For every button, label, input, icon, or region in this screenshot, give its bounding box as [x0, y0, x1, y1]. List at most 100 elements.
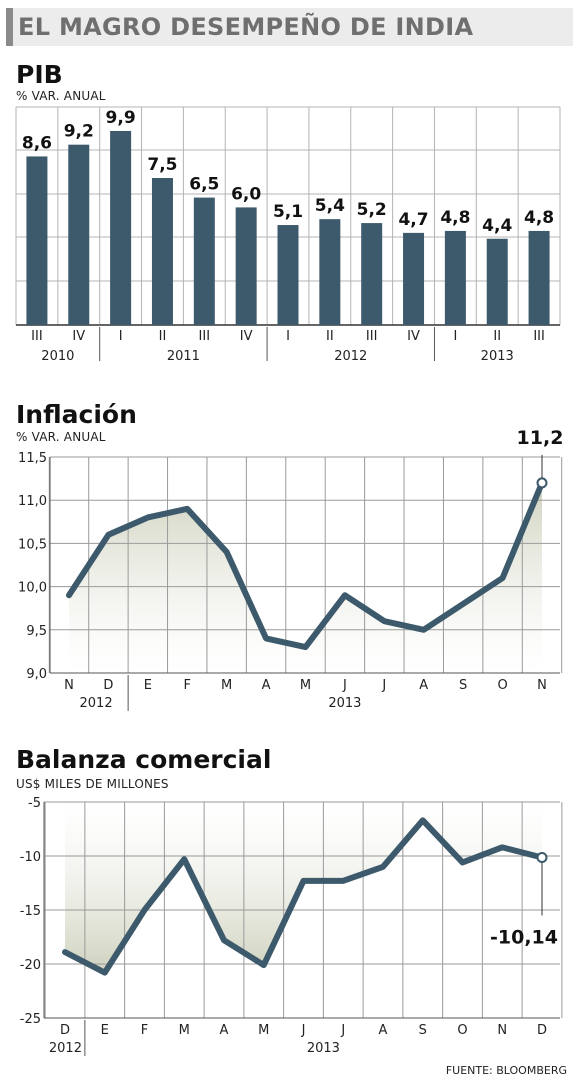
pib-quarter-label: III [31, 329, 43, 344]
trade-balance-month-label: J [340, 1023, 345, 1038]
inflation-y-tick: 9,5 [26, 624, 47, 639]
page-title: EL MAGRO DESEMPEÑO DE INDIA [18, 13, 474, 41]
pib-year-label: 2013 [481, 349, 514, 364]
inflation-y-tick: 11,0 [18, 494, 47, 509]
trade-balance-title: Balanza comercial [16, 745, 272, 774]
pib-quarter-label: I [286, 329, 290, 344]
trade-balance-line [62, 817, 545, 976]
inflation-month-label: D [103, 678, 113, 693]
pib-bar [151, 178, 173, 325]
trade-balance-y-tick: -5 [28, 796, 41, 811]
inflation-y-tick: 11,5 [18, 451, 47, 466]
inflation-month-label: O [497, 678, 507, 693]
inflation-year-label: 2013 [328, 696, 361, 711]
trade-balance-month-label: J [301, 1023, 306, 1038]
trade-balance-month-label: A [379, 1023, 388, 1038]
pib-year-label: 2010 [41, 349, 74, 364]
pib-value-label: 4,8 [440, 208, 470, 228]
inflation-y-tick: 10,0 [18, 581, 47, 596]
inflation-month-label: F [184, 678, 191, 693]
pib-bar [235, 207, 257, 325]
inflation-area [69, 482, 542, 673]
trade-balance-month-label: M [179, 1023, 190, 1038]
pib-quarter-label: II [493, 329, 501, 344]
inflation-month-label: S [459, 678, 467, 693]
pib-value-label: 7,5 [147, 155, 177, 175]
pib-value-label: 6,5 [189, 175, 219, 195]
pib-bar [193, 197, 215, 325]
pib-quarter-label: I [119, 329, 123, 344]
pib-bar [68, 144, 90, 325]
pib-value-label: 5,4 [315, 196, 345, 216]
trade-balance-month-label: E [101, 1023, 109, 1038]
pib-year-label: 2012 [334, 349, 367, 364]
pib-bar [319, 219, 341, 325]
header-bar [6, 8, 573, 46]
pib-quarter-label: IV [72, 329, 85, 344]
inflation-month-label: N [64, 678, 74, 693]
pib-value-label: 4,4 [482, 216, 512, 236]
pib-title: PIB [16, 60, 63, 89]
trade-balance-last-value: -10,14 [490, 927, 558, 949]
inflation-month-label: J [381, 678, 386, 693]
trade-balance-month-label: N [497, 1023, 507, 1038]
inflation-month-label: E [144, 678, 152, 693]
trade-balance-month-label: D [537, 1023, 547, 1038]
pib-bar [361, 223, 383, 325]
pib-value-label: 4,7 [398, 210, 428, 230]
pib-quarter-label: III [533, 329, 545, 344]
pib-bar [403, 232, 425, 325]
pib-bar [444, 230, 466, 325]
pib-bar [277, 225, 299, 325]
inflation-y-tick: 10,5 [18, 537, 47, 552]
inflation-month-label: J [342, 678, 347, 693]
trade-balance-month-label: A [220, 1023, 229, 1038]
pib-value-label: 6,0 [231, 184, 261, 204]
trade-balance-month-label: S [419, 1023, 427, 1038]
trade-balance-month-label: F [141, 1023, 148, 1038]
pib-value-label: 8,6 [22, 133, 52, 153]
source-note: FUENTE: BLOOMBERG [445, 1064, 567, 1077]
inflation-month-label: A [262, 678, 271, 693]
pib-bar [486, 238, 508, 325]
pib-bar [26, 156, 48, 325]
inflation-last-value: 11,2 [517, 427, 564, 449]
pib-year-label: 2011 [167, 349, 200, 364]
pib-value-label: 4,8 [524, 208, 554, 228]
inflation-end-marker [536, 477, 548, 489]
pib-value-label: 5,2 [357, 200, 387, 220]
inflation-month-label: M [300, 678, 311, 693]
pib-quarter-label: II [159, 329, 167, 344]
trade-balance-y-tick: -20 [20, 958, 41, 973]
pib-quarter-label: II [326, 329, 334, 344]
pib-quarter-label: I [453, 329, 457, 344]
header-accent [6, 8, 13, 46]
pib-unit: % VAR. ANUAL [16, 89, 106, 103]
inflation-unit: % VAR. ANUAL [16, 430, 106, 444]
pib-quarter-label: III [199, 329, 211, 344]
inflation-year-label: 2012 [80, 696, 113, 711]
inflation-month-label: M [221, 678, 232, 693]
pib-quarter-label: III [366, 329, 378, 344]
inflation-month-label: A [419, 678, 428, 693]
trade-balance-y-tick: -10 [20, 850, 41, 865]
pib-bar [528, 230, 550, 325]
trade-balance-month-label: O [457, 1023, 467, 1038]
trade-balance-area [65, 802, 542, 973]
trade-balance-year-label: 2013 [307, 1041, 340, 1056]
inflation-month-label: N [537, 678, 547, 693]
pib-value-label: 9,9 [106, 108, 136, 128]
trade-balance-month-label: M [258, 1023, 269, 1038]
inflation-title: Inflación [16, 400, 137, 429]
pib-quarter-label: IV [407, 329, 420, 344]
pib-bar [110, 130, 132, 325]
pib-value-label: 5,1 [273, 202, 303, 222]
inflation-y-tick: 9,0 [26, 667, 47, 682]
trade-balance-y-tick: -25 [20, 1012, 41, 1027]
trade-balance-year-label: 2012 [49, 1041, 82, 1056]
pib-value-label: 9,2 [64, 122, 94, 142]
trade-balance-y-tick: -15 [20, 904, 41, 919]
